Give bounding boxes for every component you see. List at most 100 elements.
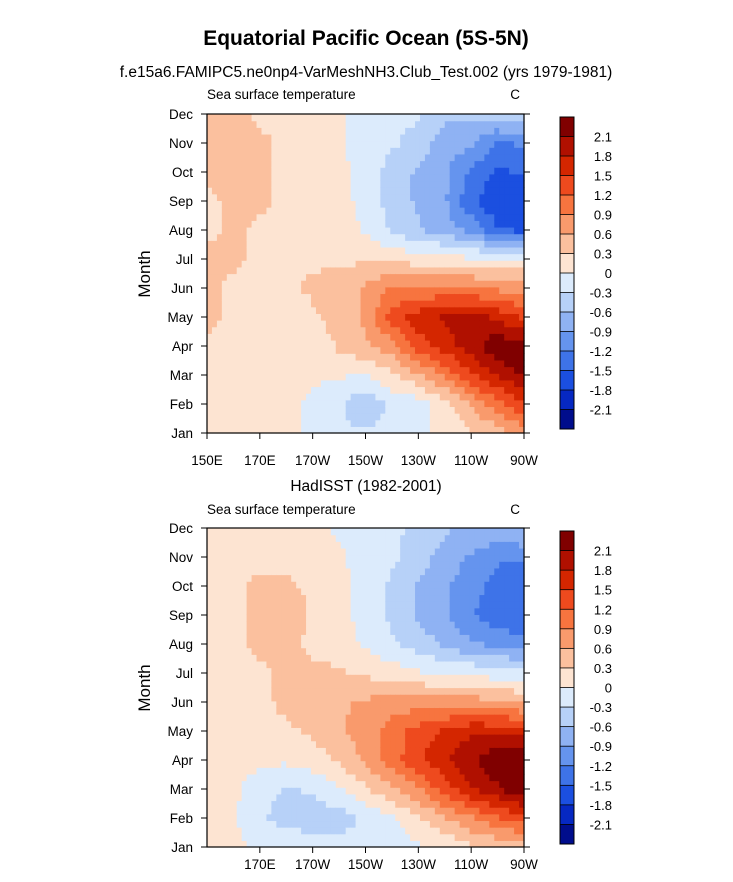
heatmap-cell bbox=[424, 339, 431, 348]
heatmap-cell bbox=[226, 534, 233, 542]
heatmap-cell bbox=[320, 587, 327, 596]
heatmap-cell bbox=[281, 567, 287, 576]
heatmap-cell bbox=[519, 353, 525, 361]
heatmap-cell bbox=[370, 547, 376, 556]
heatmap-cell bbox=[276, 326, 282, 334]
heatmap-cell bbox=[405, 346, 411, 354]
heatmap-cell bbox=[306, 787, 312, 795]
heatmap-cell bbox=[454, 426, 461, 434]
heatmap-cell bbox=[271, 187, 277, 195]
heatmap-cell bbox=[489, 280, 495, 288]
heatmap-cell bbox=[509, 306, 515, 314]
heatmap-cell bbox=[211, 393, 218, 401]
heatmap-cell bbox=[494, 120, 500, 128]
heatmap-cell bbox=[301, 253, 307, 261]
heatmap-cell bbox=[251, 133, 258, 142]
heatmap-cell bbox=[236, 333, 243, 341]
heatmap-cell bbox=[315, 640, 322, 649]
heatmap-cell bbox=[231, 807, 238, 815]
heatmap-cell bbox=[315, 627, 322, 635]
heatmap-cell bbox=[340, 714, 347, 722]
heatmap-cell bbox=[504, 406, 510, 414]
heatmap-cell bbox=[236, 273, 243, 281]
heatmap-cell bbox=[350, 753, 357, 762]
heatmap-cell bbox=[320, 147, 327, 155]
heatmap-cell bbox=[216, 153, 223, 162]
heatmap-cell bbox=[340, 246, 347, 255]
heatmap-cell bbox=[320, 399, 327, 408]
heatmap-cell bbox=[226, 173, 233, 182]
heatmap-cell bbox=[246, 140, 253, 148]
heatmap-cell bbox=[231, 266, 238, 275]
heatmap-cell bbox=[370, 687, 376, 695]
heatmap-cell bbox=[296, 120, 302, 128]
heatmap-cell bbox=[226, 240, 233, 248]
heatmap-cell bbox=[459, 226, 466, 235]
heatmap-cell bbox=[419, 246, 426, 255]
heatmap-cell bbox=[325, 621, 332, 629]
heatmap-cell bbox=[469, 207, 476, 215]
heatmap-cell bbox=[211, 160, 218, 168]
heatmap-cell bbox=[345, 634, 352, 642]
heatmap-cell bbox=[479, 386, 485, 394]
heatmap-cell bbox=[251, 780, 258, 788]
heatmap-cell bbox=[301, 127, 307, 135]
heatmap-cell bbox=[236, 607, 243, 615]
heatmap-cell bbox=[444, 419, 451, 427]
heatmap-cell bbox=[226, 333, 233, 341]
heatmap-cell bbox=[221, 193, 228, 201]
heatmap-cell bbox=[429, 193, 436, 201]
heatmap-cell bbox=[296, 753, 302, 762]
heatmap-cell bbox=[365, 827, 372, 835]
heatmap-cell bbox=[246, 260, 253, 268]
heatmap-cell bbox=[256, 607, 263, 615]
heatmap-cell bbox=[315, 280, 322, 288]
heatmap-cell bbox=[325, 694, 332, 702]
heatmap-cell bbox=[444, 426, 451, 434]
heatmap-cell bbox=[355, 426, 362, 434]
heatmap-cell bbox=[221, 233, 228, 241]
heatmap-cell bbox=[390, 787, 396, 795]
heatmap-cell bbox=[291, 266, 297, 275]
heatmap-cell bbox=[330, 534, 337, 542]
heatmap-cell bbox=[365, 339, 372, 348]
heatmap-cell bbox=[271, 534, 277, 542]
heatmap-cell bbox=[380, 127, 386, 135]
heatmap-cell bbox=[484, 213, 490, 221]
heatmap-cell bbox=[454, 293, 461, 301]
heatmap-cell bbox=[350, 581, 357, 589]
heatmap-cell bbox=[519, 246, 525, 255]
heatmap-cell bbox=[266, 127, 272, 135]
heatmap-cell bbox=[459, 419, 466, 427]
heatmap-cell bbox=[276, 240, 282, 248]
heatmap-cell bbox=[380, 581, 386, 589]
heatmap-cell bbox=[231, 621, 238, 629]
heatmap-cell bbox=[330, 727, 337, 735]
heatmap-cell bbox=[296, 346, 302, 354]
heatmap-cell bbox=[360, 193, 367, 201]
heatmap-cell bbox=[400, 333, 406, 341]
heatmap-cell bbox=[340, 700, 347, 709]
heatmap-cell bbox=[291, 601, 297, 609]
heatmap-cell bbox=[246, 300, 253, 308]
heatmap-cell bbox=[291, 687, 297, 695]
heatmap-cell bbox=[221, 326, 228, 334]
heatmap-cell bbox=[365, 167, 372, 175]
heatmap-cell bbox=[266, 207, 272, 215]
heatmap-cell bbox=[276, 426, 282, 434]
heatmap-cell bbox=[261, 554, 268, 562]
heatmap-cell bbox=[216, 379, 223, 388]
heatmap-cell bbox=[231, 273, 238, 281]
heatmap-cell bbox=[216, 207, 223, 215]
heatmap-cell bbox=[246, 193, 253, 201]
heatmap-cell bbox=[231, 534, 238, 542]
heatmap-cell bbox=[380, 660, 386, 669]
heatmap-cell bbox=[370, 574, 376, 582]
heatmap-cell bbox=[514, 193, 520, 201]
heatmap-cell bbox=[519, 359, 525, 368]
heatmap-cell bbox=[469, 353, 476, 361]
heatmap-cell bbox=[494, 313, 500, 321]
heatmap-cell bbox=[365, 767, 372, 775]
heatmap-cell bbox=[454, 127, 461, 135]
heatmap-cell bbox=[231, 793, 238, 802]
